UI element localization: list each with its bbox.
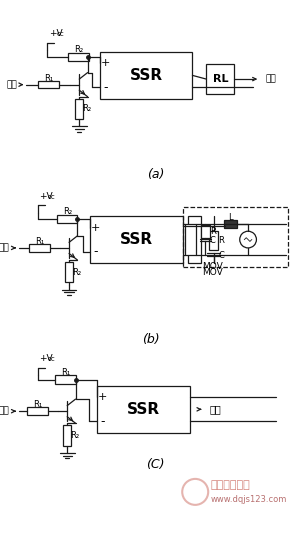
Text: cc: cc xyxy=(48,356,56,362)
Text: +V: +V xyxy=(39,354,53,363)
Text: (C): (C) xyxy=(146,458,165,471)
Bar xyxy=(97,386,190,433)
Text: MOV: MOV xyxy=(202,268,223,276)
Bar xyxy=(183,207,288,268)
Text: cc: cc xyxy=(57,32,65,38)
Text: 输出: 输出 xyxy=(266,75,277,83)
Bar xyxy=(206,64,234,94)
Text: 输入: 输入 xyxy=(0,407,10,416)
Bar xyxy=(185,224,196,256)
Bar xyxy=(57,215,77,223)
Text: +V: +V xyxy=(39,192,53,201)
Text: 输入: 输入 xyxy=(0,244,10,252)
Text: SSR: SSR xyxy=(127,402,160,417)
Text: R₁: R₁ xyxy=(35,237,44,246)
Bar xyxy=(90,216,183,263)
Text: 输入: 输入 xyxy=(6,80,17,89)
Text: R: R xyxy=(218,236,224,245)
Bar xyxy=(38,81,59,88)
Text: R₂: R₂ xyxy=(63,207,72,216)
Text: C: C xyxy=(218,251,224,260)
Text: R: R xyxy=(210,227,216,236)
Text: L: L xyxy=(228,213,233,222)
Bar xyxy=(75,99,83,119)
Bar xyxy=(201,225,210,238)
Text: R₂: R₂ xyxy=(72,268,81,276)
Text: RL: RL xyxy=(212,74,228,84)
Text: +: + xyxy=(100,58,110,68)
Bar xyxy=(63,425,71,445)
Text: cc: cc xyxy=(48,193,56,199)
Text: R₁: R₁ xyxy=(61,368,70,377)
Text: R₂: R₂ xyxy=(74,45,83,54)
Text: SSR: SSR xyxy=(130,68,163,83)
Text: SSR: SSR xyxy=(120,232,153,247)
Text: +V: +V xyxy=(49,29,62,38)
Text: C: C xyxy=(210,236,216,245)
Bar xyxy=(65,262,73,282)
Text: +: + xyxy=(98,392,107,402)
Text: www.dqjs123.com: www.dqjs123.com xyxy=(211,495,287,504)
Text: R₂: R₂ xyxy=(82,104,91,113)
Text: MOV: MOV xyxy=(202,262,223,271)
Text: -: - xyxy=(103,81,107,94)
Bar xyxy=(68,53,88,61)
Bar xyxy=(188,216,201,263)
Text: (a): (a) xyxy=(147,168,164,181)
Text: -: - xyxy=(94,245,98,258)
Text: 输出: 输出 xyxy=(210,404,221,414)
Text: R₁: R₁ xyxy=(33,400,42,409)
Text: 电工技术之家: 电工技术之家 xyxy=(211,480,251,490)
Text: R₂: R₂ xyxy=(70,431,79,440)
Bar xyxy=(29,244,50,252)
Text: (b): (b) xyxy=(142,333,160,346)
Text: -: - xyxy=(100,415,105,428)
Bar xyxy=(27,408,48,415)
Text: R₁: R₁ xyxy=(44,74,53,83)
Bar xyxy=(100,52,192,99)
Bar xyxy=(55,376,76,384)
Bar xyxy=(209,231,218,250)
Text: +: + xyxy=(91,222,101,233)
Bar xyxy=(224,220,237,228)
